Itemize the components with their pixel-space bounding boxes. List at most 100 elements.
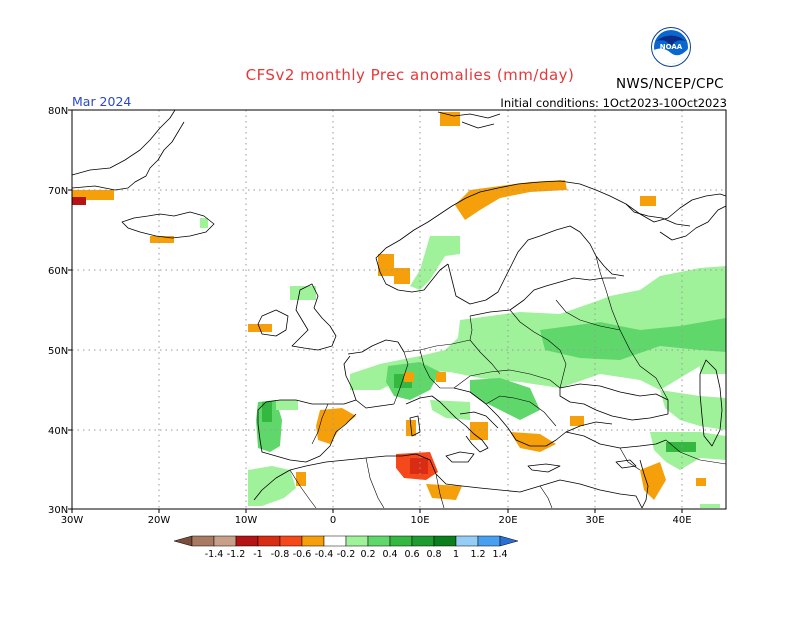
north-africa-coast: [253, 453, 643, 509]
graticule: [72, 110, 726, 509]
lon-label: 0: [330, 515, 336, 526]
greenland-coast: [71, 109, 185, 191]
kola-coast: [625, 203, 691, 227]
anomaly-patch: [262, 402, 272, 422]
sardinia-coast: [409, 415, 421, 437]
white-sea-coast: [659, 205, 727, 241]
levant-coast: [639, 459, 649, 509]
colorbar-swatch: [411, 535, 435, 547]
map-title: CFSv2 monthly Prec anomalies (mm/day): [245, 66, 575, 84]
anomaly-patch: [640, 462, 666, 500]
lat-label: 30N: [48, 505, 68, 516]
colorbar-label: -0.6: [293, 549, 312, 560]
caspian-coast: [699, 359, 723, 447]
lon-label: 30W: [61, 515, 84, 526]
lon-label: 20E: [498, 515, 517, 526]
lat-label: 80N: [48, 106, 68, 117]
colorbar-label: 0.8: [426, 549, 441, 560]
anomaly-patch: [350, 266, 726, 390]
anomaly-patch: [290, 286, 316, 300]
colorbar-swatch: [191, 535, 215, 547]
forecast-month: Mar 2024: [72, 94, 132, 109]
noaa-logo: NOAA: [651, 27, 691, 67]
france-coast: [343, 339, 405, 409]
anomaly-patch: [276, 400, 298, 410]
anomaly-patch: [316, 408, 356, 444]
anomaly-patch: [410, 236, 460, 290]
anomaly-patch: [640, 196, 656, 206]
anomaly-patch: [200, 218, 208, 228]
black-sea-coast: [559, 383, 669, 421]
norway-south-coast: [379, 263, 449, 293]
colorbar-label: 1: [453, 549, 459, 560]
colorbar-swatch: [301, 535, 325, 547]
colorbar-label: -0.4: [315, 549, 334, 560]
colorbar-swatch: [455, 535, 479, 547]
colorbar-swatch: [389, 535, 413, 547]
anomaly-patch: [72, 190, 114, 200]
country-borders: [289, 255, 727, 509]
lat-label: 60N: [48, 266, 68, 277]
ireland-coast: [257, 309, 289, 337]
colorbar-swatch: [323, 535, 347, 547]
anomaly-patch: [72, 197, 86, 205]
anomaly-patch: [666, 442, 696, 452]
agency-label: NWS/NCEP/CPC: [616, 76, 724, 92]
lat-label: 50N: [48, 346, 68, 357]
sicily-coast: [445, 451, 475, 463]
anomaly-patch: [570, 416, 584, 426]
colorbar-label: -1.4: [205, 549, 224, 560]
anomaly-patch: [150, 236, 174, 243]
anomaly-shading: [72, 112, 726, 508]
iceland-coast: [121, 211, 215, 239]
colorbar-swatch: [477, 535, 501, 547]
lat-label: 70N: [48, 186, 68, 197]
colorbar-swatch: [433, 535, 457, 547]
baltic-coast: [469, 277, 616, 317]
colorbar-label: -1: [253, 549, 262, 560]
lon-label: 10E: [410, 515, 429, 526]
anomaly-patch: [700, 504, 720, 508]
colorbar-label: -1.2: [227, 549, 246, 560]
italy-coast: [405, 395, 499, 453]
crete-coast: [527, 463, 561, 473]
anomaly-patch: [440, 112, 460, 126]
colorbar-swatch: [279, 535, 303, 547]
anomaly-patch: [455, 180, 567, 220]
colorbar-swatch: [257, 535, 281, 547]
lon-label: 40E: [672, 515, 691, 526]
map-frame: [71, 109, 727, 510]
svalbard-coast: [437, 111, 501, 129]
coastlines: [71, 109, 727, 509]
anomaly-patch: [540, 318, 726, 360]
colorbar-extend-low: [173, 535, 193, 547]
anomaly-patch: [700, 362, 726, 374]
sweden-coast: [447, 225, 581, 305]
colorbar-label: 0.2: [360, 549, 375, 560]
anomaly-patch: [660, 390, 726, 430]
colorbar-label: 1.4: [492, 549, 507, 560]
british-isles-coast: [291, 283, 337, 351]
anomaly-patch: [378, 254, 394, 276]
anomaly-patch: [296, 472, 306, 486]
colorbar: -1.4 -1.2 -1 -0.8 -0.6 -0.4 -0.2 0.2 0.4 0.6 0.8 1 1…: [173, 535, 519, 560]
anomaly-patch: [410, 458, 428, 474]
anomaly-patch: [510, 432, 556, 452]
colorbar-label: 1.2: [470, 549, 485, 560]
anomaly-patch: [696, 478, 706, 486]
finland-coast: [579, 231, 625, 277]
logo-text: NOAA: [660, 43, 683, 51]
scandinavia-coast: [375, 180, 727, 273]
anomaly-patch: [430, 400, 470, 420]
anomaly-patch: [436, 372, 446, 382]
colorbar-label: 0.4: [382, 549, 397, 560]
anomaly-patch: [426, 484, 462, 500]
colorbar-label: -0.8: [271, 549, 290, 560]
colorbar-swatch: [367, 535, 391, 547]
colorbar-swatch: [213, 535, 237, 547]
anomaly-patch: [470, 422, 488, 440]
colorbar-label: -0.2: [337, 549, 356, 560]
anomaly-patch: [248, 466, 296, 506]
cyprus-coast: [615, 459, 637, 469]
colorbar-swatch: [345, 535, 369, 547]
